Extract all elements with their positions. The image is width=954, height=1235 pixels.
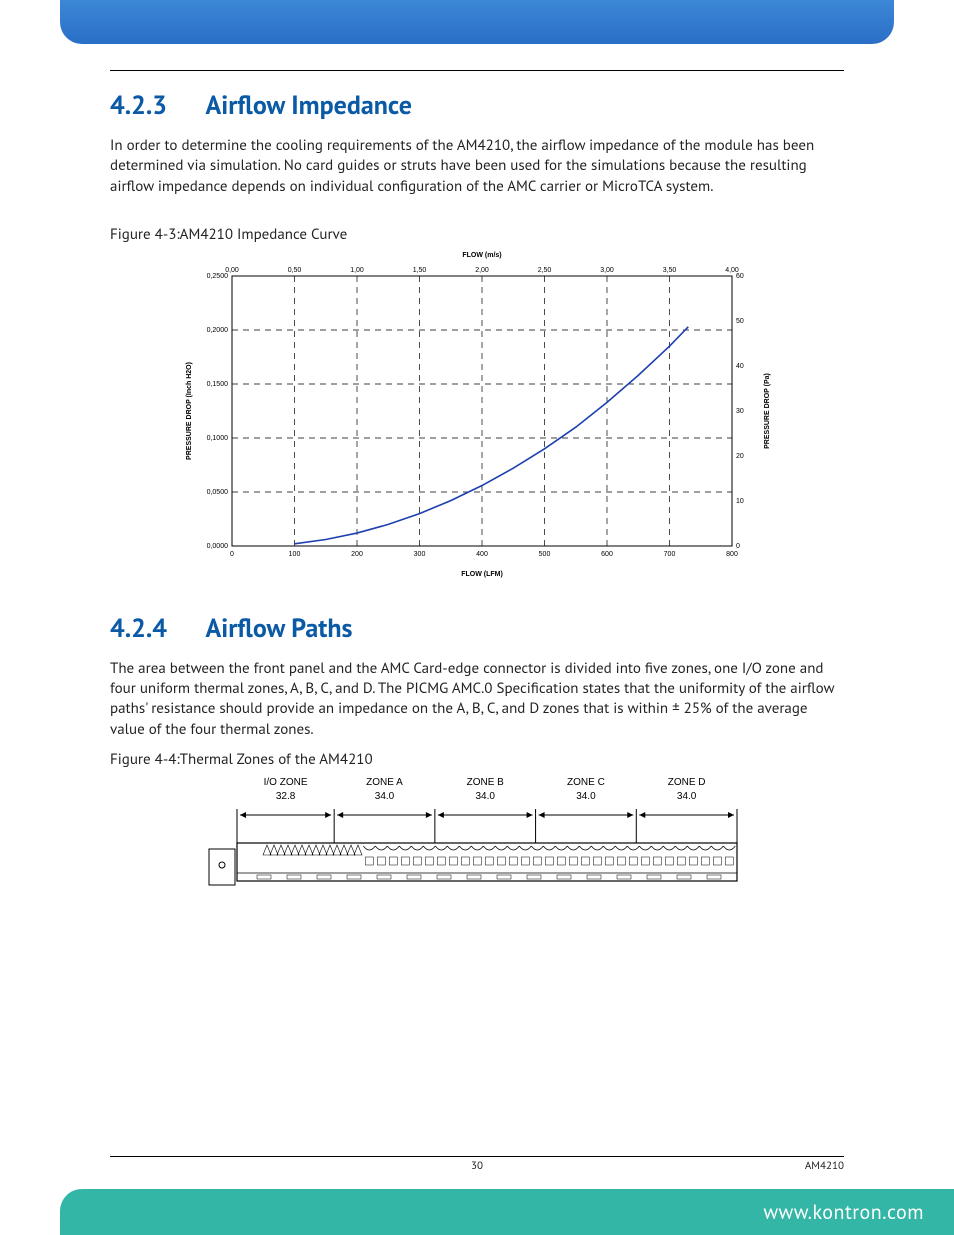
- svg-text:0,2000: 0,2000: [207, 327, 229, 334]
- svg-text:0,2500: 0,2500: [207, 273, 229, 280]
- thermal-zones-svg: I/O ZONE 32.8 ZONE A 34.0 ZONE B 34.0 ZONE C 34…: [197, 773, 757, 913]
- svg-text:34.0: 34.0: [677, 791, 697, 802]
- svg-text:1,00: 1,00: [350, 267, 364, 274]
- heading-title: Airflow Impedance: [206, 89, 412, 122]
- footer-url: www.kontron.com: [763, 1199, 924, 1225]
- svg-text:ZONE D: ZONE D: [668, 777, 706, 788]
- svg-text:600: 600: [601, 551, 613, 558]
- para-4-2-3: In order to determine the cooling requir…: [110, 136, 844, 197]
- svg-text:34.0: 34.0: [576, 791, 596, 802]
- svg-text:700: 700: [664, 551, 676, 558]
- svg-text:3,50: 3,50: [663, 267, 677, 274]
- svg-text:PRESSURE DROP (Pa): PRESSURE DROP (Pa): [764, 373, 771, 449]
- page-footer: 30 AM4210: [110, 1156, 844, 1173]
- svg-text:40: 40: [736, 363, 744, 370]
- heading-number: 4.2.4: [110, 612, 200, 645]
- impedance-chart: 0,0000 0,0500 0,1000 0,1500 0,2000 0,2500 0 0,0…: [177, 248, 777, 578]
- figure-4-3-caption: Figure 4-3:AM4210 Impedance Curve: [110, 225, 844, 244]
- svg-text:300: 300: [414, 551, 426, 558]
- svg-text:34.0: 34.0: [375, 791, 395, 802]
- svg-text:400: 400: [476, 551, 488, 558]
- impedance-chart-svg: 0,0000 0,0500 0,1000 0,1500 0,2000 0,2500 0 0,0…: [177, 248, 777, 578]
- svg-text:0,00: 0,00: [225, 267, 239, 274]
- figure-4-4-caption: Figure 4-4:Thermal Zones of the AM4210: [110, 750, 844, 769]
- svg-text:FLOW (LFM): FLOW (LFM): [461, 571, 503, 578]
- svg-text:0,0000: 0,0000: [207, 543, 229, 550]
- svg-text:100: 100: [289, 551, 301, 558]
- heading-title: Airflow Paths: [206, 612, 353, 645]
- svg-text:1,50: 1,50: [413, 267, 427, 274]
- svg-text:FLOW (m/s): FLOW (m/s): [462, 252, 501, 259]
- svg-text:50: 50: [736, 318, 744, 325]
- svg-text:200: 200: [351, 551, 363, 558]
- svg-text:0: 0: [230, 551, 234, 558]
- svg-text:3,00: 3,00: [600, 267, 614, 274]
- svg-text:ZONE A: ZONE A: [366, 777, 403, 788]
- svg-text:2,00: 2,00: [475, 267, 489, 274]
- svg-text:32.8: 32.8: [276, 791, 296, 802]
- svg-text:2,50: 2,50: [538, 267, 552, 274]
- svg-text:20: 20: [736, 453, 744, 460]
- svg-text:10: 10: [736, 498, 744, 505]
- svg-text:0,1500: 0,1500: [207, 381, 229, 388]
- page: 4.2.3 Airflow Impedance In order to dete…: [0, 0, 954, 1235]
- svg-text:34.0: 34.0: [475, 791, 495, 802]
- svg-text:PRESSURE DROP (Inch H2O): PRESSURE DROP (Inch H2O): [186, 362, 193, 460]
- para-4-2-4: The area between the front panel and the…: [110, 659, 844, 740]
- heading-4-2-3: 4.2.3 Airflow Impedance: [110, 89, 844, 122]
- svg-text:800: 800: [726, 551, 738, 558]
- svg-text:ZONE B: ZONE B: [467, 777, 505, 788]
- thermal-zones-diagram: I/O ZONE 32.8 ZONE A 34.0 ZONE B 34.0 ZONE C 34…: [197, 773, 757, 913]
- content-area: 4.2.3 Airflow Impedance In order to dete…: [110, 60, 844, 913]
- header-bar: [60, 0, 894, 44]
- svg-text:0,50: 0,50: [288, 267, 302, 274]
- svg-text:0,1000: 0,1000: [207, 435, 229, 442]
- svg-text:500: 500: [539, 551, 551, 558]
- svg-text:60: 60: [736, 273, 744, 280]
- rule-top: [110, 70, 844, 71]
- svg-text:I/O ZONE: I/O ZONE: [264, 777, 308, 788]
- svg-text:30: 30: [736, 408, 744, 415]
- svg-text:0: 0: [736, 543, 740, 550]
- footer-bar: www.kontron.com: [60, 1189, 954, 1235]
- svg-text:0,0500: 0,0500: [207, 489, 229, 496]
- footer-page-number: 30: [110, 1159, 844, 1173]
- heading-4-2-4: 4.2.4 Airflow Paths: [110, 612, 844, 645]
- heading-number: 4.2.3: [110, 89, 200, 122]
- svg-text:ZONE C: ZONE C: [567, 777, 605, 788]
